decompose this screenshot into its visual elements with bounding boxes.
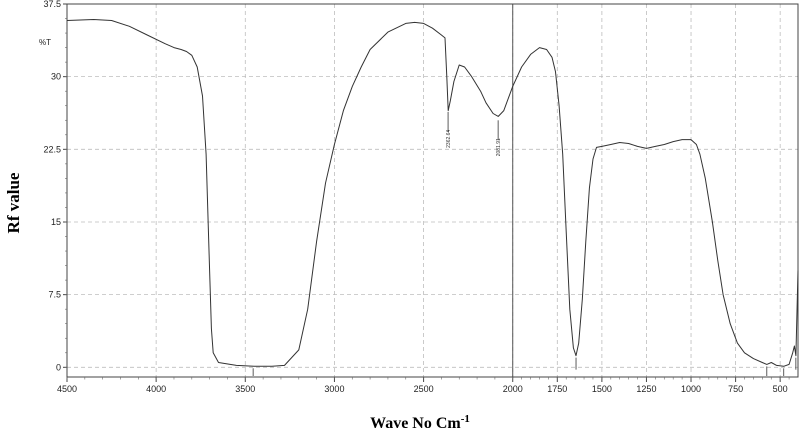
spectrum-line [66, 19, 799, 367]
x-tick-label: 1000 [681, 384, 701, 394]
x-tick-label: 4000 [146, 384, 166, 394]
ticks: 0 7.5 15 22.5 30 37.5 4500 4000 3500 3000 2500 2000… [43, 0, 790, 394]
y-tick-label: 37.5 [43, 0, 61, 9]
y-tick-label: 7.5 [48, 290, 61, 300]
x-tick-label: 2000 [503, 384, 523, 394]
x-axis-title: Wave No Cm-1 [370, 413, 470, 432]
series [66, 19, 799, 367]
peak-marks: 2362.64 2081.91 [252, 111, 797, 376]
y-axis-title: Rf value [4, 172, 23, 233]
y-tick-label: 22.5 [43, 144, 61, 154]
peak-label: 2362.64 [446, 130, 452, 148]
plot-border [66, 3, 799, 378]
x-tick-label: 1250 [636, 384, 656, 394]
y-unit-label: %T [39, 38, 51, 47]
x-tick-label: 1750 [547, 384, 567, 394]
x-tick-label: 3500 [235, 384, 255, 394]
peak-label: 2081.91 [496, 138, 502, 156]
x-tick-label: 750 [728, 384, 743, 394]
y-tick-label: 30 [51, 72, 61, 82]
x-axis-title-text: Wave No Cm [370, 415, 461, 432]
grid [67, 4, 798, 377]
axes [66, 3, 799, 378]
x-tick-label: 3000 [324, 384, 344, 394]
x-tick-label: 500 [773, 384, 788, 394]
x-tick-label: 4500 [57, 384, 77, 394]
x-tick-label: 2500 [414, 384, 434, 394]
x-axis-title-superscript: -1 [461, 413, 470, 425]
x-tick-label: 1500 [592, 384, 612, 394]
y-tick-label: 0 [56, 362, 61, 372]
y-tick-label: 15 [51, 217, 61, 227]
